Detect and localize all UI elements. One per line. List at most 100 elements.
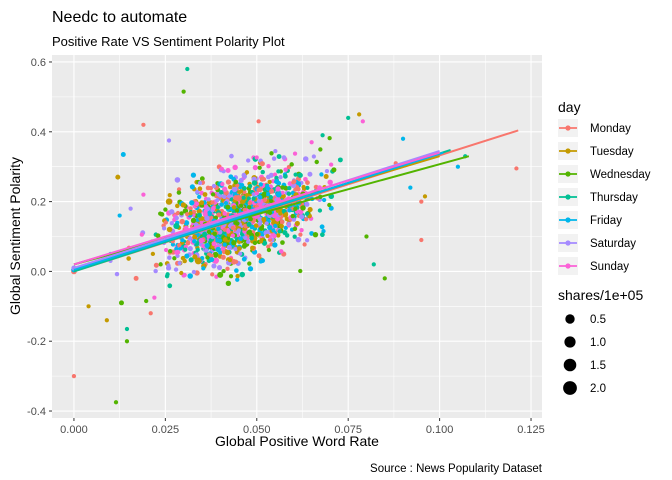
data-point [287,208,292,213]
data-point [269,151,274,156]
data-point [275,216,280,222]
data-point [295,236,302,243]
data-point [258,259,263,264]
data-point [204,215,210,221]
data-point [422,194,428,199]
data-point [190,172,197,178]
data-point [243,235,248,240]
data-point [253,223,259,228]
data-point [158,262,163,267]
data-point [235,230,240,235]
data-point [284,216,290,222]
legend-key-point [565,263,571,269]
data-point [266,174,271,180]
size-legend-title: shares/1e+05 [558,287,643,303]
x-tick-label: 0.025 [152,424,180,436]
data-point [133,275,139,281]
data-point [419,237,424,243]
data-point [270,179,276,184]
data-point [273,148,278,154]
data-point [182,272,187,278]
data-point [139,232,145,237]
data-point [194,257,202,265]
data-point [174,215,179,221]
data-point [203,209,208,214]
data-point [238,251,243,256]
legend-key-point [565,125,571,131]
data-point [275,186,281,192]
data-point [256,253,262,259]
data-point [247,200,253,206]
data-point [267,224,273,231]
legend-key-point [565,171,571,177]
data-point [329,162,334,167]
data-point [163,220,169,225]
data-point [287,181,293,187]
data-point [382,276,387,281]
data-point [226,232,231,237]
data-point [210,192,216,197]
data-point [152,295,157,300]
data-point [205,255,210,260]
data-point [309,140,314,145]
data-point [247,229,253,235]
size-legend-circle [563,381,577,395]
data-point [275,233,281,238]
data-point [278,174,283,180]
data-point [166,226,173,233]
data-point [124,339,130,344]
data-point [167,192,172,198]
data-point [168,248,173,254]
data-point [283,212,288,218]
data-point [281,155,287,160]
data-point [271,228,276,233]
x-tick-label: 0.050 [243,424,271,436]
data-point [194,201,200,207]
data-point [211,241,217,247]
data-point [226,229,231,234]
data-point [217,271,224,278]
data-point [305,185,310,191]
data-point [231,240,237,246]
data-point [199,176,205,182]
regression-lines [73,129,519,273]
data-point [126,256,131,261]
data-point [514,166,519,171]
data-point [224,249,231,256]
data-point [317,208,323,213]
data-point [114,271,120,277]
data-point [246,158,251,163]
data-point [177,260,182,266]
data-point [232,164,238,171]
data-point [170,242,176,247]
data-point [195,189,200,195]
data-point [235,221,240,226]
data-point [217,238,222,243]
data-point [251,196,256,201]
chart-title: Needc to automate [52,9,187,26]
data-point [286,222,292,227]
data-point [244,170,250,175]
data-point [247,261,252,266]
data-point [163,247,169,253]
data-point [180,255,186,261]
data-point [235,194,242,202]
chart-caption: Source : News Popularity Dataset [370,463,543,475]
y-axis-label: Global Sentiment Polarity [7,157,23,315]
data-point [247,266,254,272]
data-point [223,201,229,206]
data-point [202,192,208,197]
data-point [204,248,209,253]
data-point [225,280,232,286]
data-point [192,254,198,260]
data-point [222,227,228,232]
data-point [216,264,223,271]
data-point [231,205,237,210]
data-point [209,257,215,263]
legend-key-point [565,194,571,200]
data-point [199,220,204,225]
data-point [188,257,194,263]
data-point [227,184,233,190]
data-point [187,246,193,252]
data-point [280,240,285,245]
